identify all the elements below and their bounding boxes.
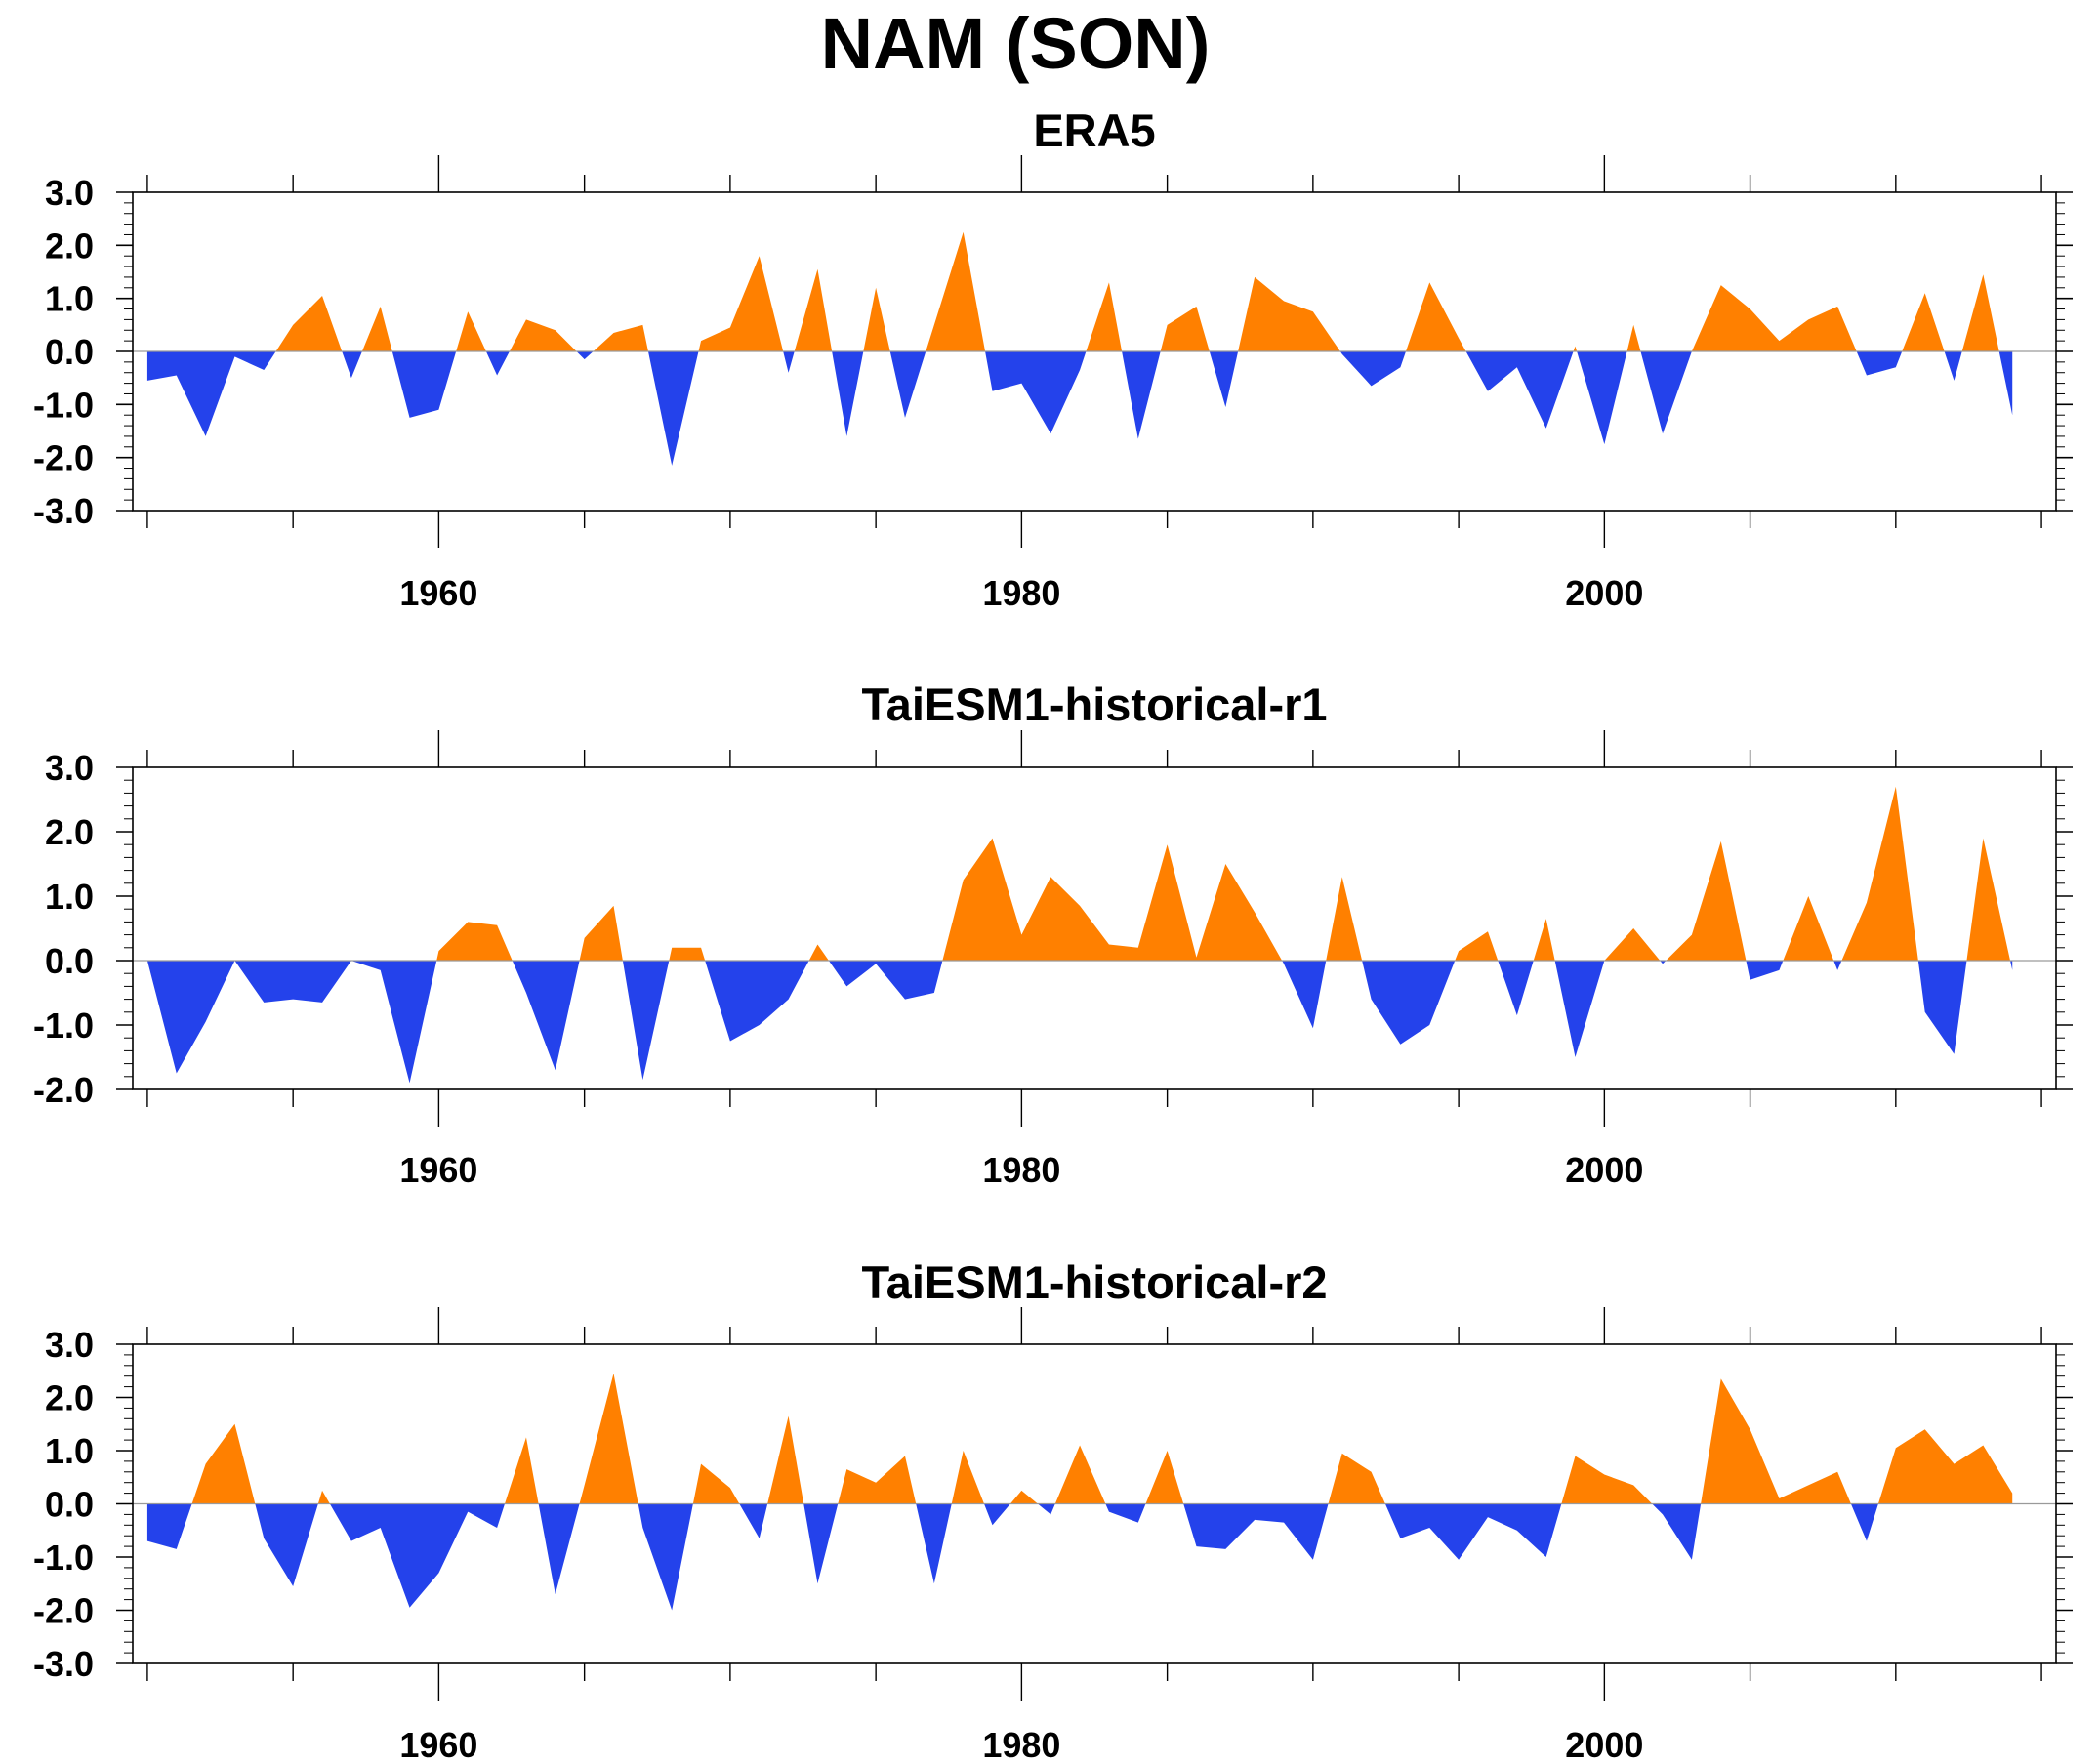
- y-tick-label: -1.0: [33, 1538, 94, 1578]
- y-tick-label: 1.0: [45, 1431, 94, 1471]
- plot-data: [146, 786, 2013, 1084]
- x-tick-label: 1980: [982, 1150, 1060, 1190]
- plot-frame: [132, 766, 2057, 1090]
- x-tick-label: 1960: [399, 573, 477, 613]
- positive-anomaly-area: [146, 786, 2013, 961]
- x-tick-label: 1980: [982, 573, 1060, 613]
- y-tick-label: 1.0: [45, 279, 94, 319]
- y-tick-label: -3.0: [33, 1644, 94, 1684]
- y-tick-label: 2.0: [45, 1378, 94, 1418]
- panel-title: ERA5: [1033, 104, 1155, 156]
- x-tick-label: 1960: [399, 1725, 477, 1763]
- x-tick-label: 2000: [1565, 1725, 1643, 1763]
- y-tick-label: -2.0: [33, 1591, 94, 1631]
- y-tick-label: 1.0: [45, 877, 94, 917]
- chart-panel-2: TaiESM1-historical-r1 -2.0 -1.0 0.0 1.0 2.0 3.…: [33, 678, 2073, 1190]
- positive-anomaly-area: [146, 231, 2013, 351]
- y-tick-label: 2.0: [45, 812, 94, 852]
- x-tick-label: 1980: [982, 1725, 1060, 1763]
- panel-title: TaiESM1-historical-r2: [861, 1256, 1327, 1308]
- y-tick-label: -1.0: [33, 1005, 94, 1046]
- negative-anomaly-area: [146, 961, 2013, 1084]
- chart-panel-1: ERA5 -3.0 -2.0 -1.0 0.0 1.0 2.0 3.0 1960 1980 2000: [33, 104, 2073, 613]
- y-tick-label: 3.0: [45, 173, 94, 213]
- y-tick-label: -1.0: [33, 385, 94, 425]
- y-tick-label: -2.0: [33, 1070, 94, 1110]
- x-tick-label: 2000: [1565, 1150, 1643, 1190]
- x-tick-label: 1960: [399, 1150, 477, 1190]
- plot-data: [146, 1373, 2013, 1611]
- figure-title: NAM (SON): [820, 3, 1211, 84]
- y-tick-label: 2.0: [45, 226, 94, 266]
- y-tick-label: 0.0: [45, 332, 94, 372]
- x-tick-label: 2000: [1565, 573, 1643, 613]
- y-tick-label: 3.0: [45, 748, 94, 788]
- negative-anomaly-area: [146, 1503, 2013, 1611]
- panel-title: TaiESM1-historical-r1: [861, 678, 1327, 730]
- y-tick-label: 0.0: [45, 1485, 94, 1525]
- y-tick-label: 0.0: [45, 941, 94, 981]
- negative-anomaly-area: [146, 351, 2013, 466]
- y-tick-label: -2.0: [33, 438, 94, 478]
- plot-data: [146, 231, 2013, 466]
- y-tick-label: -3.0: [33, 491, 94, 531]
- chart-panel-3: TaiESM1-historical-r2 -3.0 -2.0 -1.0 0.0 1.0 2…: [33, 1256, 2073, 1763]
- positive-anomaly-area: [146, 1373, 2013, 1504]
- y-tick-label: 3.0: [45, 1325, 94, 1365]
